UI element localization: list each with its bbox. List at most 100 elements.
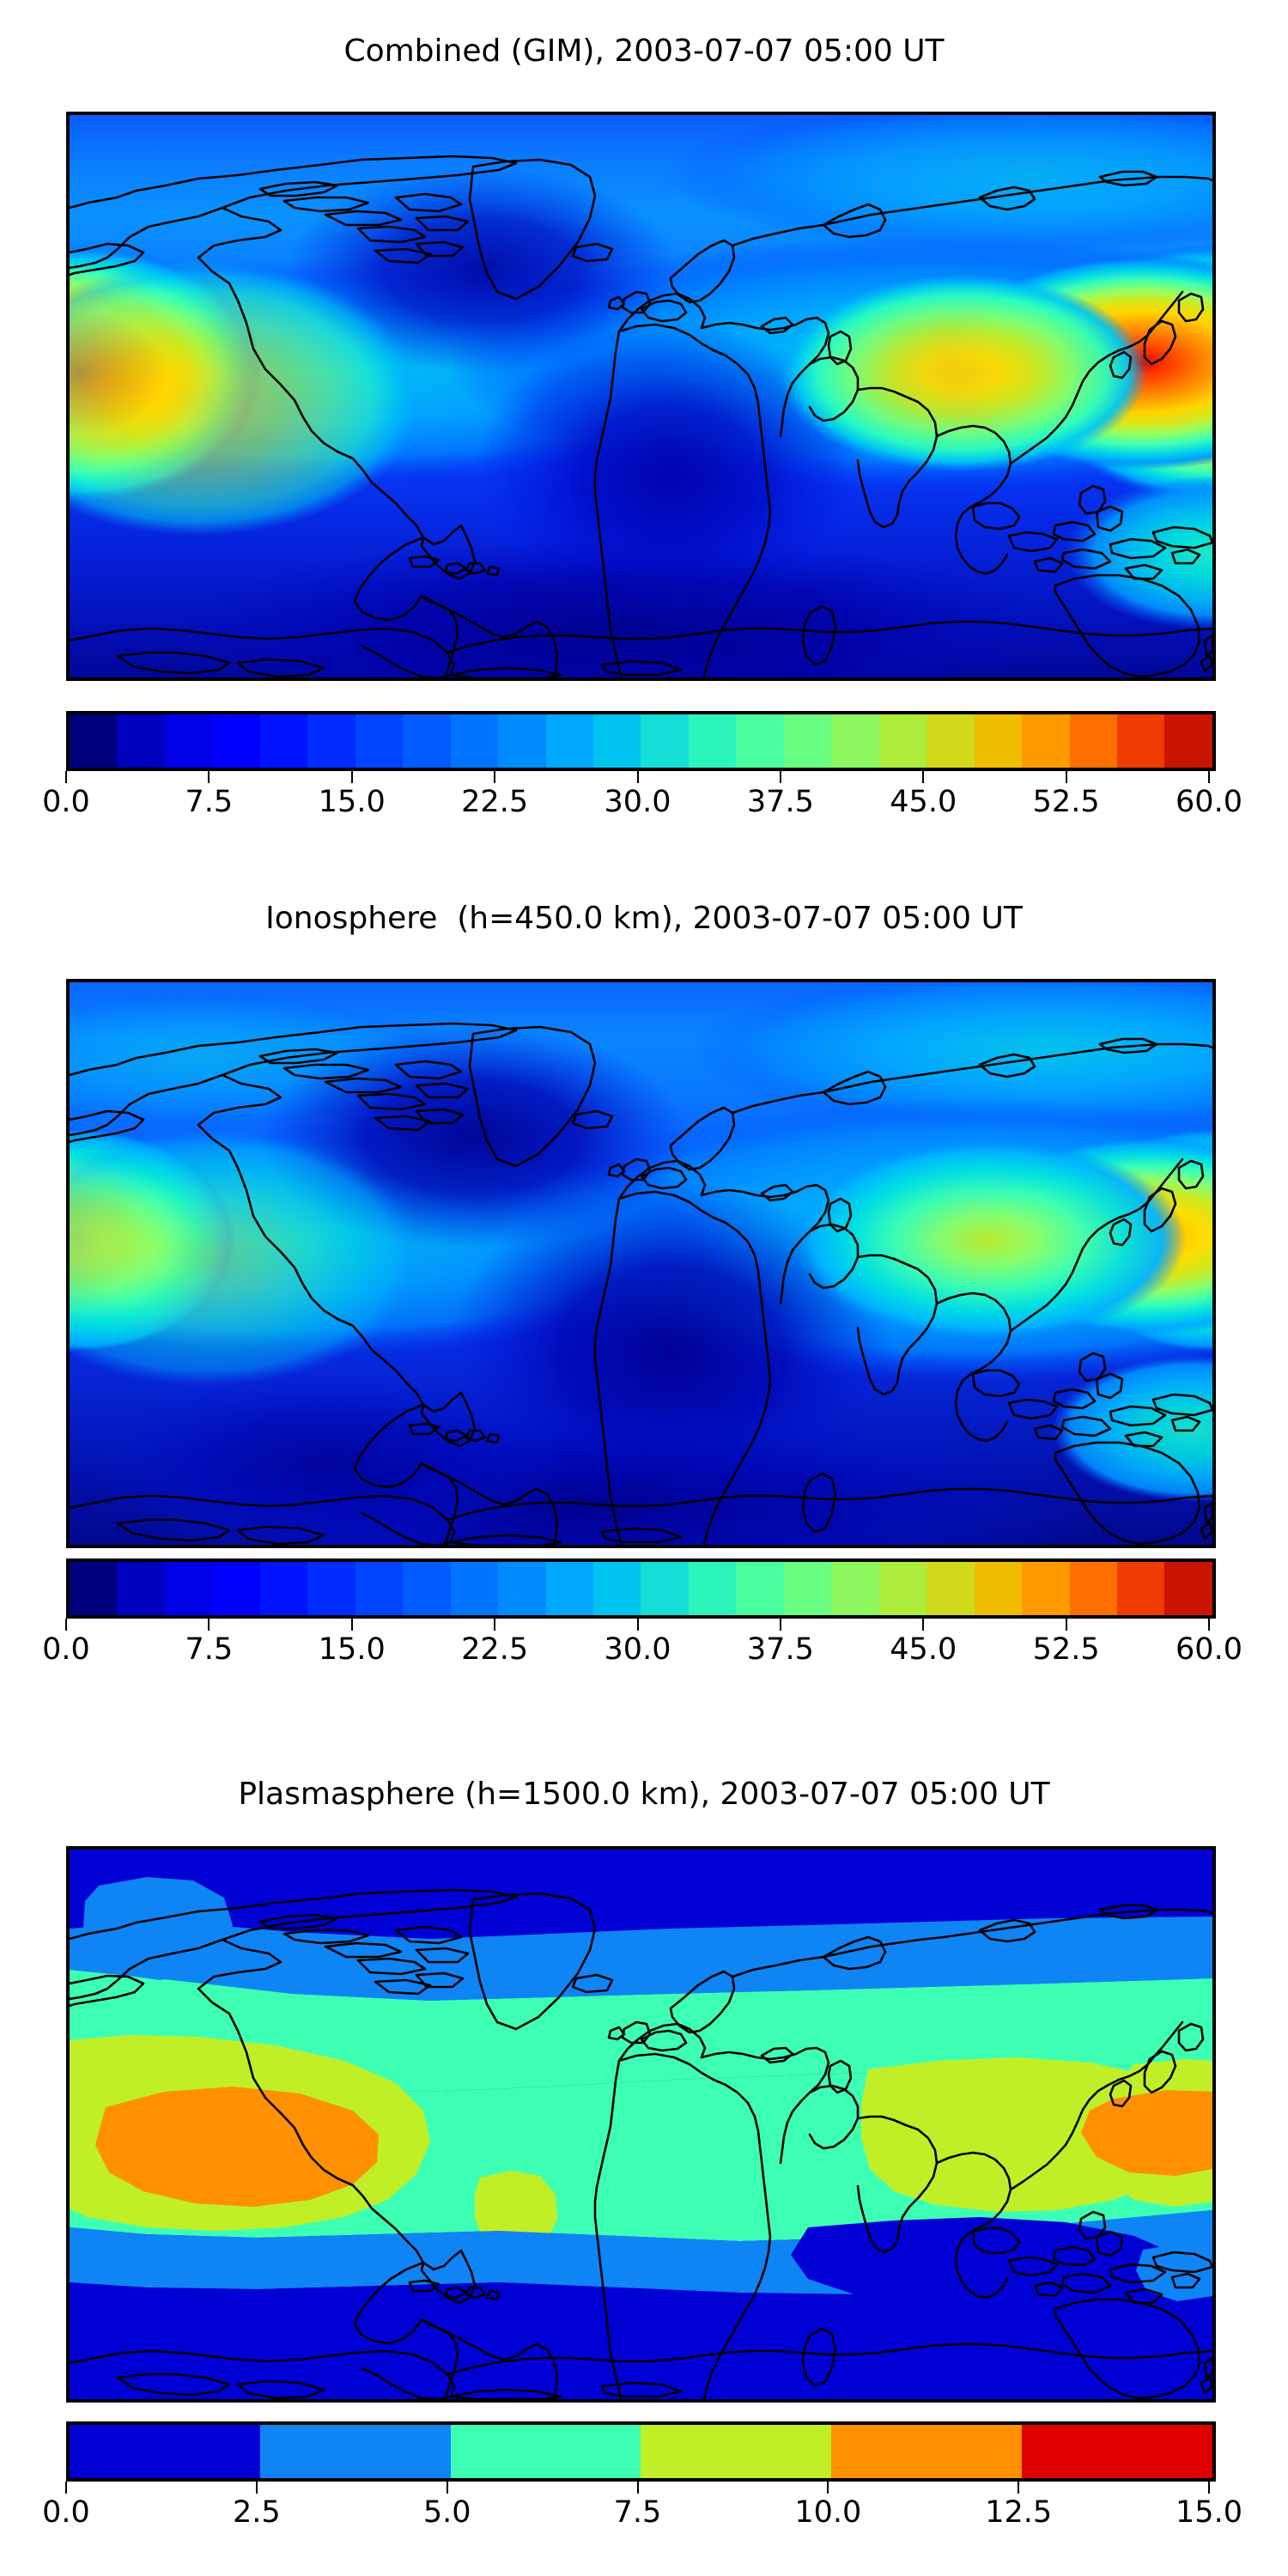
colorbar-band-0 xyxy=(70,1562,118,1615)
panel-title-plasmasphere: Plasmasphere (h=1500.0 km), 2003-07-07 0… xyxy=(238,1777,1050,1812)
colorbar-tick-label: 60.0 xyxy=(1176,785,1242,819)
panel-combined-gim: Combined (GIM), 2003-07-07 05:00 UT xyxy=(0,0,1288,867)
colorbar-tick-label: 7.5 xyxy=(185,785,234,819)
colorbar-tick-label: 15.0 xyxy=(318,1632,386,1667)
colorbar-tickmark xyxy=(636,1619,639,1631)
colorbar-tickmark xyxy=(779,1619,781,1631)
colorbar-tick-label: 5.0 xyxy=(422,2495,471,2530)
colorbar-band-5 xyxy=(1022,2425,1212,2478)
colorbar-tickmark xyxy=(1208,1619,1210,1631)
colorbar-band-19 xyxy=(974,1562,1023,1615)
colorbar-band-7 xyxy=(403,714,451,768)
colorbar-band-16 xyxy=(831,1562,879,1615)
colorbar-ticks-ionosphere: 0.0 7.5 15.0 22.5 30.0 37.5 45.0 52.5 60.0 xyxy=(0,1619,1288,1679)
colorbar-tick-label: 45.0 xyxy=(890,1632,957,1667)
panel-title-ionosphere: Ionosphere (h=450.0 km), 2003-07-07 05:0… xyxy=(265,901,1023,936)
contour-field-ionosphere xyxy=(70,982,1212,1545)
colorbar-band-12 xyxy=(641,1562,689,1615)
colorbar-band-3 xyxy=(212,714,260,768)
colorbar-tick-label: 12.5 xyxy=(985,2495,1053,2530)
colorbar-tickmark xyxy=(494,771,496,783)
contour-field-plasmasphere xyxy=(70,1850,1212,2399)
colorbar-tickmark xyxy=(208,771,210,783)
colorbar-tick-label: 52.5 xyxy=(1032,1632,1100,1667)
colorbar-band-3 xyxy=(212,1562,260,1615)
colorbar-tickmark xyxy=(65,2482,67,2494)
colorbar-plasmasphere xyxy=(66,2421,1216,2482)
colorbar-band-15 xyxy=(783,714,832,768)
map-plasmasphere xyxy=(66,1846,1216,2403)
colorbar-band-21 xyxy=(1069,714,1117,768)
coastlines-combined xyxy=(70,155,1212,677)
colorbar-band-2 xyxy=(164,1562,213,1615)
colorbar-tickmark xyxy=(1065,1619,1067,1631)
colorbar-band-5 xyxy=(307,714,355,768)
colorbar-band-5 xyxy=(307,1562,355,1615)
colorbar-tick-label: 45.0 xyxy=(890,785,957,819)
colorbar-tick-label: 10.0 xyxy=(794,2495,862,2530)
colorbar-tick-label: 15.0 xyxy=(318,785,386,819)
colorbar-tick-label: 22.5 xyxy=(461,1632,529,1667)
colorbar-band-23 xyxy=(1164,1562,1212,1615)
colorbar-band-12 xyxy=(641,714,689,768)
coastlines-plasmasphere xyxy=(70,1888,1212,2399)
colorbar-tick-label: 60.0 xyxy=(1176,1632,1242,1667)
colorbar-tick-label: 22.5 xyxy=(461,785,529,819)
colorbar-tick-label: 7.5 xyxy=(185,1632,234,1667)
colorbar-band-13 xyxy=(688,1562,737,1615)
colorbar-band-11 xyxy=(592,714,641,768)
colorbar-tick-label: 37.5 xyxy=(746,785,814,819)
colorbar-band-2 xyxy=(450,2425,641,2478)
colorbar-band-4 xyxy=(259,1562,308,1615)
colorbar-tick-label: 0.0 xyxy=(42,1632,90,1667)
colorbar-tickmark xyxy=(922,771,925,783)
map-svg-combined xyxy=(70,115,1212,677)
colorbar-band-18 xyxy=(927,714,975,768)
colorbar-band-9 xyxy=(498,714,546,768)
colorbar-tickmark xyxy=(65,771,67,783)
colorbar-tickmark xyxy=(636,771,639,783)
colorbar-band-13 xyxy=(688,714,737,768)
colorbar-tickmark xyxy=(636,2482,639,2494)
colorbar-band-2 xyxy=(164,714,213,768)
colorbar-ticks-plasmasphere: 0.0 2.5 5.0 7.5 10.0 12.5 15.0 xyxy=(0,2482,1288,2542)
colorbar-tickmark xyxy=(65,1619,67,1631)
colorbar-tickmark xyxy=(1018,2482,1020,2494)
colorbar-band-3 xyxy=(641,2425,832,2478)
colorbar-tickmark xyxy=(255,2482,258,2494)
colorbar-band-16 xyxy=(831,714,879,768)
colorbar-band-11 xyxy=(592,1562,641,1615)
colorbar-band-22 xyxy=(1116,1562,1165,1615)
colorbar-band-6 xyxy=(355,1562,404,1615)
panel-plasmasphere: Plasmasphere (h=1500.0 km), 2003-07-07 0… xyxy=(0,1735,1288,2576)
colorbar-band-0 xyxy=(70,2425,260,2478)
map-svg-plasmasphere xyxy=(70,1850,1212,2399)
colorbar-tick-label: 15.0 xyxy=(1176,2495,1242,2530)
colorbar-band-9 xyxy=(498,1562,546,1615)
panel-ionosphere: Ionosphere (h=450.0 km), 2003-07-07 05:0… xyxy=(0,867,1288,1735)
colorbar-band-1 xyxy=(117,714,165,768)
colorbar-band-4 xyxy=(831,2425,1023,2478)
colorbar-band-17 xyxy=(878,1562,927,1615)
coastlines-ionosphere xyxy=(70,1022,1212,1545)
colorbar-tick-label: 7.5 xyxy=(613,2495,662,2530)
colorbar-band-1 xyxy=(259,2425,451,2478)
colorbar-tick-label: 30.0 xyxy=(604,785,671,819)
colorbar-tickmark xyxy=(208,1619,210,1631)
colorbar-band-7 xyxy=(403,1562,451,1615)
colorbar-tickmark xyxy=(827,2482,829,2494)
map-combined-gim xyxy=(66,112,1216,681)
map-svg-ionosphere xyxy=(70,982,1212,1545)
colorbar-tick-label: 0.0 xyxy=(42,2495,90,2530)
colorbar-tickmark xyxy=(446,2482,448,2494)
colorbar-band-22 xyxy=(1116,714,1165,768)
colorbar-tickmark xyxy=(494,1619,496,1631)
colorbar-band-1 xyxy=(117,1562,165,1615)
colorbar-band-17 xyxy=(878,714,927,768)
colorbar-band-20 xyxy=(1022,1562,1070,1615)
colorbar-tick-label: 52.5 xyxy=(1032,785,1100,819)
colorbar-tickmark xyxy=(1065,771,1067,783)
colorbar-band-19 xyxy=(974,714,1023,768)
colorbar-band-14 xyxy=(736,1562,784,1615)
